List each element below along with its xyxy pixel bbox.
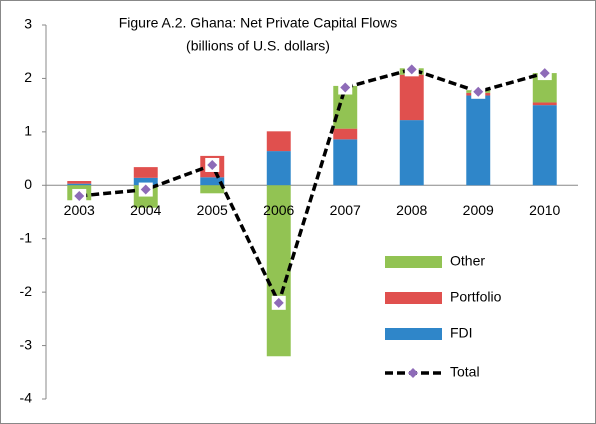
- y-tick-label: 1: [24, 123, 32, 139]
- total-marker: [74, 190, 85, 201]
- bar: [133, 167, 158, 178]
- x-tick-label: 2005: [197, 202, 228, 218]
- y-tick-label: 2: [24, 69, 32, 85]
- legend-label: Other: [450, 253, 485, 269]
- bar: [133, 177, 158, 186]
- x-tick-label: 2008: [396, 202, 427, 218]
- bar: [399, 74, 424, 121]
- y-tick-label: 3: [24, 16, 32, 32]
- legend-label: Total: [450, 364, 480, 380]
- bar: [67, 183, 92, 186]
- x-tick-label: 2003: [64, 202, 95, 218]
- y-tick-label: -3: [20, 336, 33, 352]
- total-marker: [273, 297, 284, 308]
- chart-subtitle: (billions of U.S. dollars): [186, 38, 330, 54]
- bar: [200, 185, 225, 194]
- y-tick-label: -4: [20, 390, 33, 406]
- y-tick-label: 0: [24, 176, 32, 192]
- bar: [266, 185, 291, 357]
- x-tick-label: 2006: [263, 202, 294, 218]
- total-marker: [140, 184, 151, 195]
- total-marker: [473, 86, 484, 97]
- bar: [466, 95, 491, 186]
- total-line: [79, 67, 546, 308]
- bar: [532, 105, 557, 186]
- total-marker: [340, 82, 351, 93]
- y-tick-label: -2: [20, 283, 33, 299]
- legend-swatch: [385, 256, 442, 268]
- legend-label: FDI: [450, 325, 473, 341]
- total-marker: [207, 159, 218, 170]
- bar: [399, 120, 424, 186]
- bar: [333, 85, 358, 129]
- bar: [266, 151, 291, 186]
- legend-marker: [408, 368, 418, 378]
- x-tick-label: 2009: [463, 202, 494, 218]
- bar: [333, 128, 358, 140]
- y-tick-label: -1: [20, 229, 33, 245]
- bar: [532, 73, 557, 103]
- x-tick-label: 2010: [529, 202, 560, 218]
- bar: [200, 177, 225, 186]
- bar: [67, 181, 92, 184]
- bar: [333, 139, 358, 186]
- x-tick-label: 2004: [130, 202, 161, 218]
- bar: [532, 102, 557, 106]
- legend-swatch: [385, 292, 442, 304]
- x-tick-label: 2007: [330, 202, 361, 218]
- bar: [266, 131, 291, 152]
- legend-swatch: [385, 328, 442, 340]
- total-marker: [406, 64, 417, 75]
- chart-title: Figure A.2. Ghana: Net Private Capital F…: [119, 15, 398, 31]
- legend-label: Portfolio: [450, 289, 502, 305]
- total-marker: [539, 68, 550, 79]
